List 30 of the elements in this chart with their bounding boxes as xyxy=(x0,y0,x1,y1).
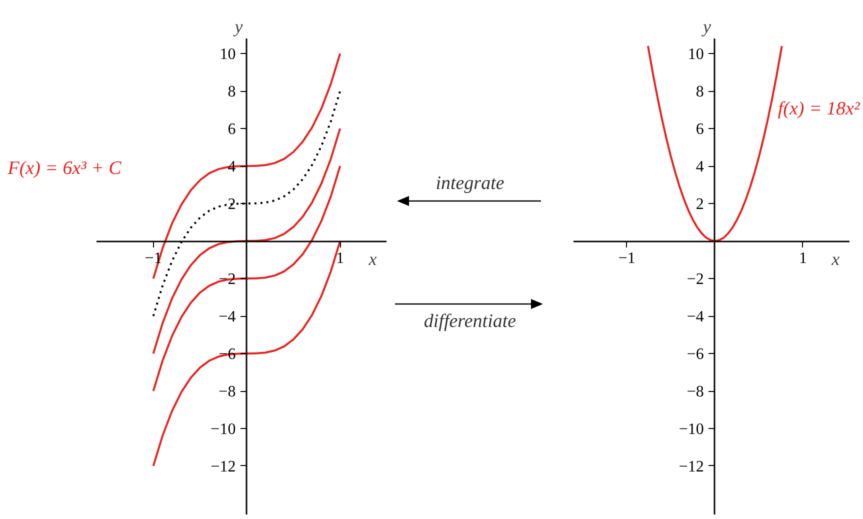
x-tick-label: 1 xyxy=(336,250,344,268)
text: differentiate xyxy=(422,310,518,334)
x-axis-title: x xyxy=(368,249,377,270)
y-tick-label: 8 xyxy=(696,84,704,101)
x-tick-label: −1 xyxy=(618,250,636,268)
annotation: F(x) = 6x³ + C xyxy=(6,158,122,180)
y-tick-label: 6 xyxy=(696,121,704,138)
y-tick-label: 10 xyxy=(220,46,236,64)
text: integrate xyxy=(434,172,506,196)
y-tick-label: 2 xyxy=(228,196,236,214)
x-axis-title: x xyxy=(830,249,840,270)
y-tick-label: −12 xyxy=(678,458,704,476)
y-tick-label: −6 xyxy=(686,346,704,364)
y-tick-label: 4 xyxy=(696,158,704,176)
x-tick-label: 1 xyxy=(799,250,807,268)
y-tick-label: −4 xyxy=(686,308,704,326)
y-tick-label: 10 xyxy=(688,46,704,64)
y-tick-label: −10 xyxy=(210,421,236,438)
y-tick-label: 2 xyxy=(696,196,704,214)
annotation: f(x) = 18x² xyxy=(778,98,860,120)
y-tick-label: 8 xyxy=(228,84,236,101)
y-tick-label: 6 xyxy=(228,121,236,138)
y-tick-label: −2 xyxy=(686,271,704,288)
y-tick-label: −8 xyxy=(218,384,236,401)
y-tick-label: −10 xyxy=(678,421,704,438)
y-tick-label: −4 xyxy=(218,308,236,326)
y-axis-title: y xyxy=(700,16,711,37)
y-tick-label: −12 xyxy=(210,458,236,476)
y-axis-title: y xyxy=(232,16,243,37)
y-tick-label: −8 xyxy=(686,384,704,401)
